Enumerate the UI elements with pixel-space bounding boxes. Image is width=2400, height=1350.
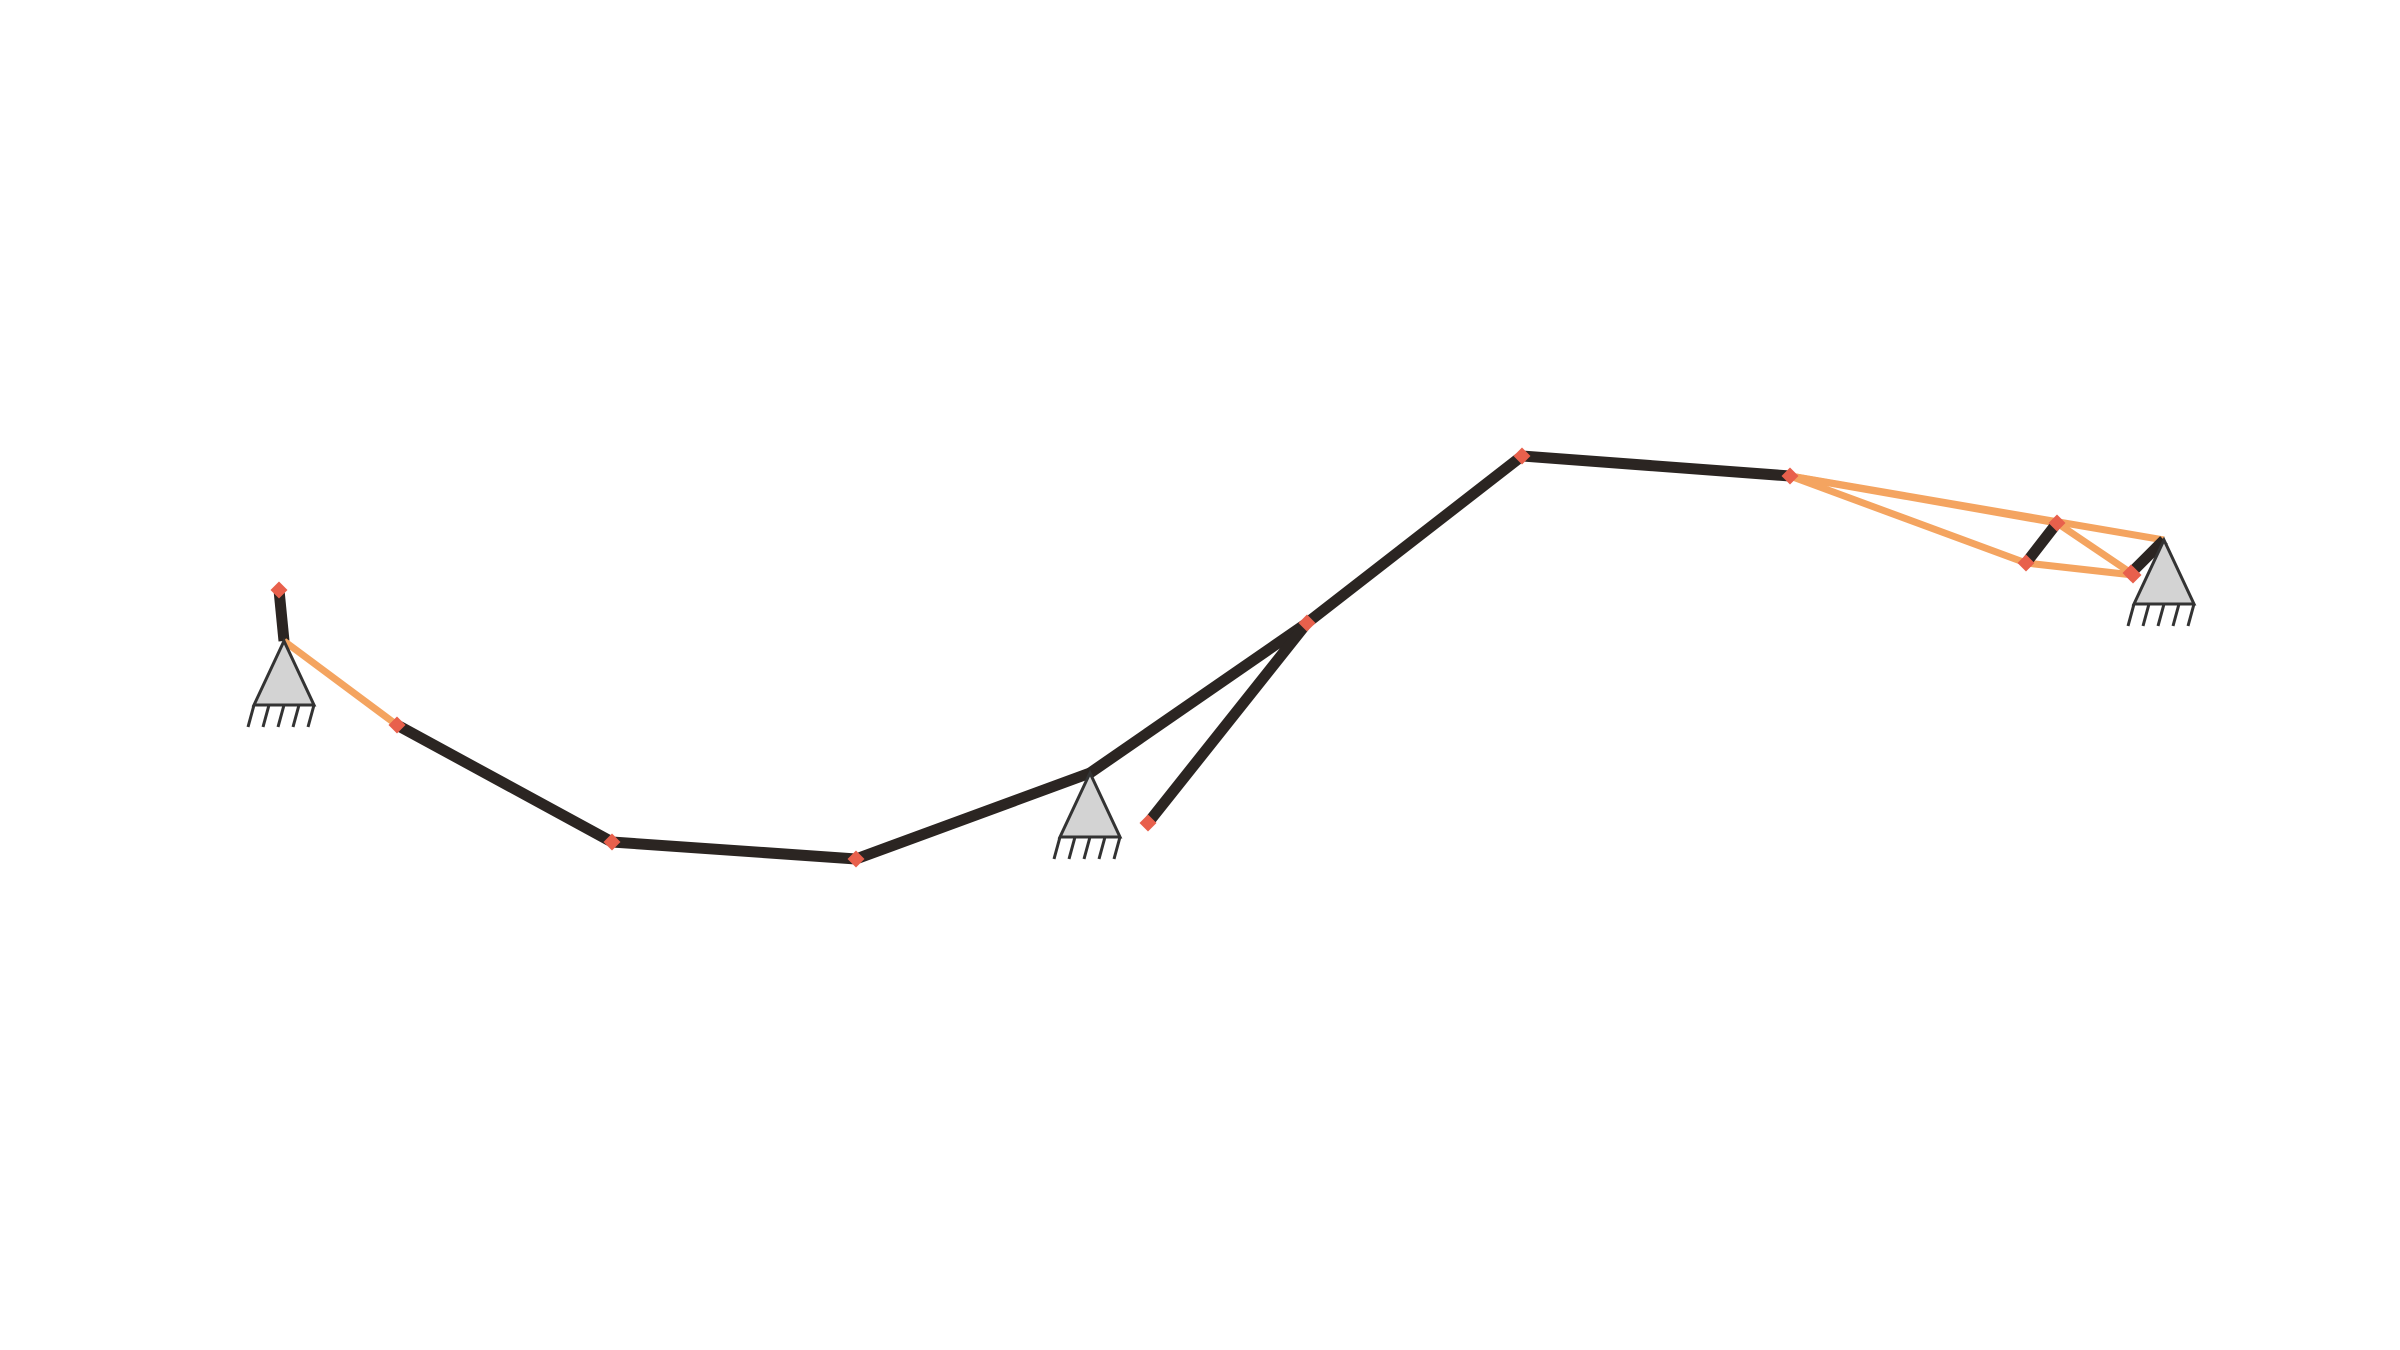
member-rigid: [854, 767, 1092, 865]
supports-layer: [246, 536, 2197, 860]
member-cable: [1788, 472, 2028, 567]
node-marker: [2048, 514, 2066, 532]
ground-support-icon: [246, 637, 317, 728]
member-rigid: [1521, 450, 1791, 482]
ground-support-icon: [1052, 769, 1123, 860]
member-cable: [2055, 520, 2133, 576]
member-rigid: [1086, 618, 1311, 778]
member-cable: [281, 638, 400, 728]
node-marker: [603, 833, 621, 851]
node-marker: [388, 716, 406, 734]
member-rigid: [394, 720, 615, 847]
node-marker: [847, 850, 865, 868]
member-rigid: [2021, 519, 2062, 567]
member-rigid: [2127, 536, 2168, 577]
member-rigid: [1143, 619, 1312, 827]
node-marker: [1298, 614, 1316, 632]
member-cable: [1789, 472, 2058, 527]
node-marker: [1139, 814, 1157, 832]
ground-support-icon: [2126, 536, 2197, 627]
node-marker: [2017, 554, 2035, 572]
member-rigid: [1303, 451, 1526, 628]
member-rigid: [611, 836, 857, 865]
node-marker: [270, 581, 288, 599]
node-marker: [2124, 566, 2142, 584]
member-cable: [2025, 559, 2134, 579]
members-layer: [273, 450, 2168, 865]
member-rigid: [273, 589, 290, 642]
